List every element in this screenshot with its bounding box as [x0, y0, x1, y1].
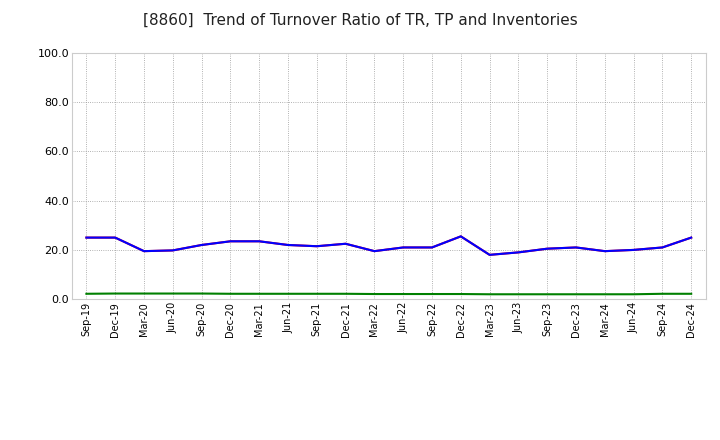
Text: [8860]  Trend of Turnover Ratio of TR, TP and Inventories: [8860] Trend of Turnover Ratio of TR, TP… — [143, 13, 577, 28]
Legend: Trade Receivables, Trade Payables, Inventories: Trade Receivables, Trade Payables, Inven… — [158, 437, 619, 440]
